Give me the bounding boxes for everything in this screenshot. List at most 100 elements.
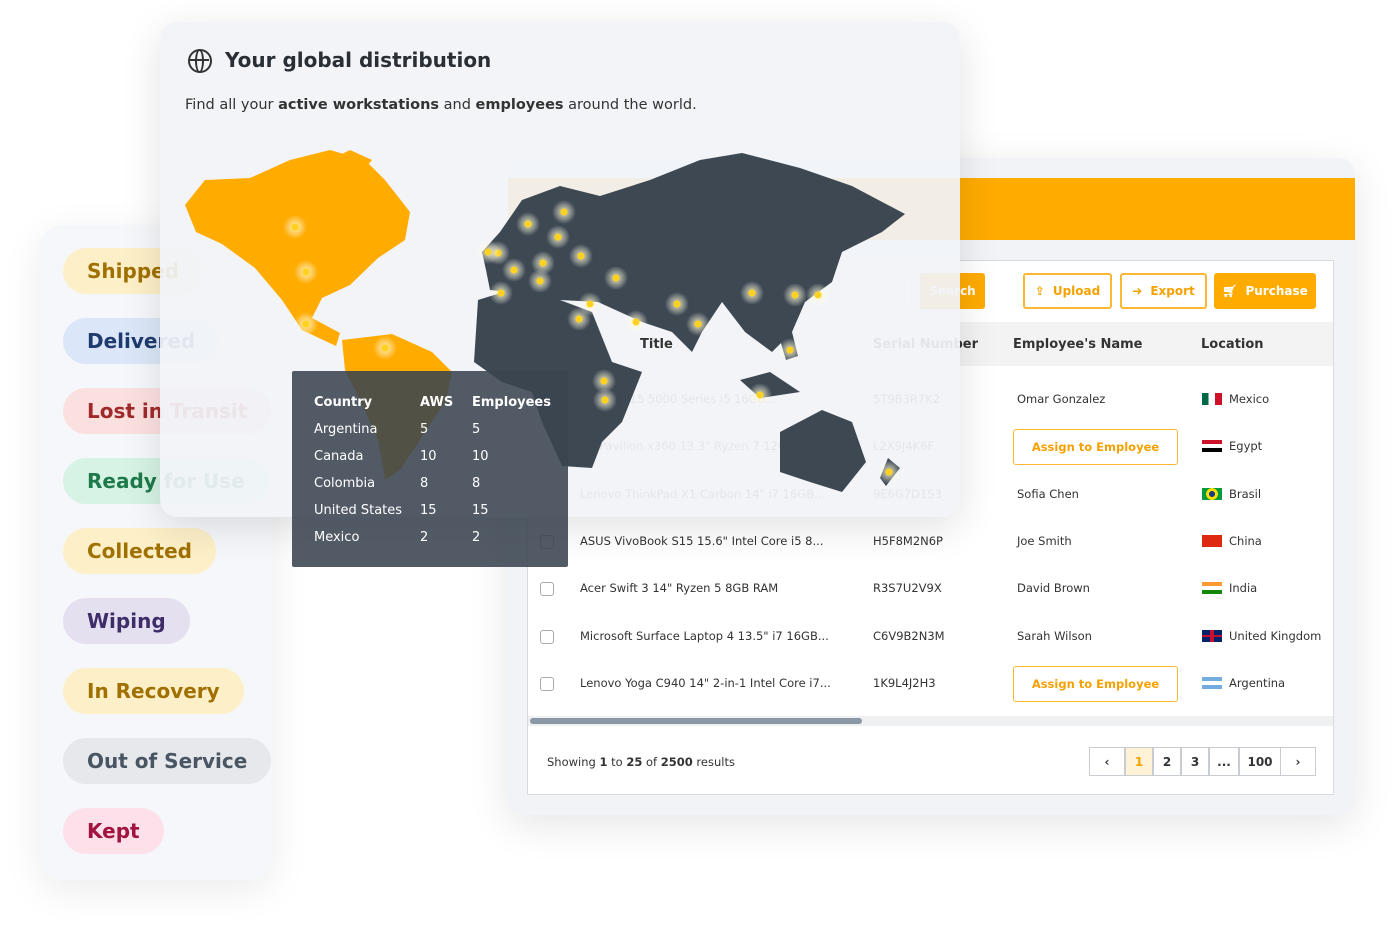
- location-marker[interactable]: [673, 300, 681, 308]
- tooltip-cell: 8: [420, 476, 429, 491]
- horizontal-scrollbar[interactable]: [528, 716, 1333, 726]
- location-marker[interactable]: [484, 248, 492, 256]
- page-button[interactable]: 1: [1125, 747, 1153, 776]
- location-marker[interactable]: [575, 315, 583, 323]
- upload-button[interactable]: ⇪ Upload: [1023, 273, 1112, 309]
- location-marker[interactable]: [791, 291, 799, 299]
- row-serial: R3S7U2V9X: [873, 581, 942, 595]
- row-title: Acer Swift 3 14" Ryzen 5 8GB RAM: [580, 581, 779, 595]
- tooltip-cell: United States: [314, 503, 403, 518]
- tooltip-cell: 2: [420, 530, 429, 545]
- flag-icon: [1202, 488, 1222, 500]
- location-marker[interactable]: [302, 320, 310, 328]
- tooltip-cell: Argentina: [314, 422, 378, 437]
- tooltip-header: Employees: [472, 395, 551, 410]
- tooltip-header: AWS: [420, 395, 454, 410]
- row-employee: David Brown: [1017, 581, 1090, 595]
- row-location: China: [1202, 534, 1262, 548]
- map-subtitle: Find all your active workstations and em…: [185, 97, 697, 113]
- location-marker[interactable]: [786, 346, 794, 354]
- location-marker[interactable]: [885, 468, 893, 476]
- tooltip-cell: 10: [472, 449, 489, 464]
- flag-icon: [1202, 440, 1222, 452]
- location-marker[interactable]: [814, 291, 822, 299]
- row-checkbox[interactable]: [540, 677, 554, 691]
- location-marker[interactable]: [554, 233, 562, 241]
- row-location: Egypt: [1202, 439, 1262, 453]
- tooltip-cell: Mexico: [314, 530, 360, 545]
- status-pill[interactable]: In Recovery: [63, 668, 244, 714]
- location-label: Argentina: [1229, 676, 1286, 690]
- status-pill[interactable]: Collected: [63, 528, 216, 574]
- location-marker[interactable]: [601, 396, 609, 404]
- location-label: Brasil: [1229, 487, 1262, 501]
- upload-icon: ⇪: [1034, 284, 1045, 298]
- location-label: China: [1229, 534, 1262, 548]
- location-label: India: [1229, 581, 1258, 595]
- tooltip-cell: 8: [472, 476, 481, 491]
- page-button[interactable]: 100: [1239, 747, 1281, 776]
- location-marker[interactable]: [586, 300, 594, 308]
- prev-page-button[interactable]: ‹: [1089, 747, 1125, 776]
- tooltip-cell: 15: [472, 503, 489, 518]
- location-marker[interactable]: [756, 391, 764, 399]
- assign-to-employee-button[interactable]: Assign to Employee: [1013, 429, 1178, 465]
- location-marker[interactable]: [302, 268, 310, 276]
- location-label: Egypt: [1229, 439, 1263, 453]
- col-employee: Employee's Name: [1013, 337, 1143, 352]
- location-marker[interactable]: [539, 259, 547, 267]
- col-location: Location: [1201, 337, 1264, 352]
- row-employee: Joe Smith: [1017, 534, 1072, 548]
- results-summary: Showing 1 to 25 of 2500 results: [547, 755, 735, 769]
- row-employee: Sofia Chen: [1017, 487, 1079, 501]
- row-location: United Kingdom: [1202, 629, 1321, 643]
- row-title: Lenovo Yoga C940 14" 2-in-1 Intel Core i…: [580, 676, 831, 690]
- location-label: Mexico: [1229, 392, 1270, 406]
- row-checkbox[interactable]: [540, 582, 554, 596]
- tooltip-cell: Canada: [314, 449, 364, 464]
- map-title: Your global distribution: [225, 48, 492, 72]
- location-marker[interactable]: [612, 274, 620, 282]
- location-marker[interactable]: [632, 318, 640, 326]
- row-location: Brasil: [1202, 487, 1261, 501]
- row-location: Argentina: [1202, 676, 1285, 690]
- location-marker[interactable]: [560, 208, 568, 216]
- globe-icon: [188, 49, 212, 73]
- export-icon: ➜: [1132, 284, 1143, 298]
- row-employee: Sarah Wilson: [1017, 629, 1092, 643]
- tooltip-cell: 5: [472, 422, 481, 437]
- row-checkbox[interactable]: [540, 630, 554, 644]
- location-marker[interactable]: [536, 277, 544, 285]
- flag-icon: [1202, 677, 1222, 689]
- assign-to-employee-button[interactable]: Assign to Employee: [1013, 666, 1178, 702]
- location-marker[interactable]: [748, 289, 756, 297]
- tooltip-cell: Colombia: [314, 476, 376, 491]
- status-pill[interactable]: Out of Service: [63, 738, 272, 784]
- export-button[interactable]: ➜ Export: [1120, 273, 1207, 309]
- location-label: United Kingdom: [1229, 629, 1322, 643]
- location-marker[interactable]: [291, 223, 299, 231]
- location-marker[interactable]: [524, 220, 532, 228]
- location-marker[interactable]: [510, 266, 518, 274]
- col-title: Title: [640, 337, 673, 352]
- location-marker[interactable]: [600, 377, 608, 385]
- page-button[interactable]: 3: [1181, 747, 1209, 776]
- tooltip-cell: 10: [420, 449, 437, 464]
- tooltip-header: Country: [314, 395, 373, 410]
- status-pill[interactable]: Kept: [63, 808, 164, 854]
- row-location: India: [1202, 581, 1257, 595]
- status-pill[interactable]: Wiping: [63, 598, 190, 644]
- location-marker[interactable]: [577, 252, 585, 260]
- row-serial: 1K9L4J2H3: [873, 676, 936, 690]
- country-tooltip: Country AWS Employees Argentina 5 5 Canada 10 10…: [292, 371, 568, 567]
- row-serial: C6V9B2N3M: [873, 629, 945, 643]
- page-button[interactable]: 2: [1153, 747, 1181, 776]
- location-marker[interactable]: [497, 289, 505, 297]
- location-marker[interactable]: [381, 344, 389, 352]
- location-marker[interactable]: [694, 320, 702, 328]
- next-page-button[interactable]: ›: [1280, 747, 1316, 776]
- purchase-button[interactable]: 🛒︎ Purchase: [1214, 273, 1316, 309]
- scrollbar-thumb[interactable]: [530, 718, 862, 724]
- page-button[interactable]: ...: [1209, 747, 1239, 776]
